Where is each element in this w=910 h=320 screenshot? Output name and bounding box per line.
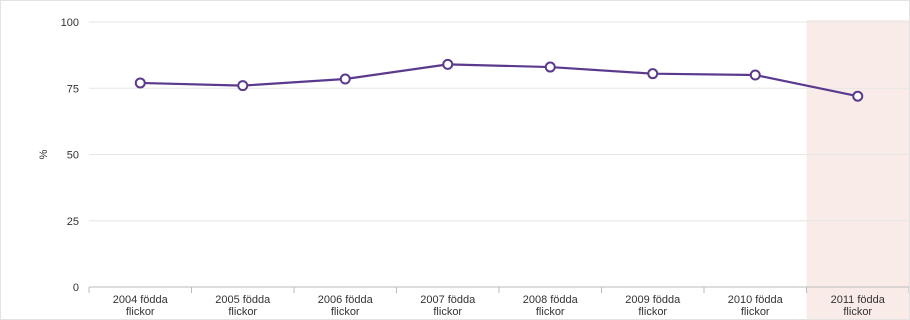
x-tick-label: 2008 födda flickor xyxy=(523,294,579,318)
x-tick-label: 2010 födda flickor xyxy=(728,294,784,318)
data-points xyxy=(134,58,864,102)
y-tick-label: 75 xyxy=(67,83,79,95)
highlight-band-layer xyxy=(806,20,909,319)
y-axis-title: % xyxy=(38,149,50,159)
data-point[interactable] xyxy=(339,73,351,85)
labels: 0 25 50 75 100 2004 födda flickor 2005 födda fli… xyxy=(38,17,886,318)
x-tick-label: 2011 födda flickor xyxy=(831,294,886,318)
x-tick-label: 2004 födda flickor xyxy=(113,294,169,318)
highlight-band xyxy=(806,20,909,319)
x-tick-label: 2006 födda flickor xyxy=(318,294,374,318)
x-tick-label: 2007 födda flickor xyxy=(420,294,476,318)
y-tick-label: 100 xyxy=(61,17,79,29)
series-line-layer xyxy=(140,63,858,98)
x-tick-label: 2005 födda flickor xyxy=(215,294,271,318)
y-tick-label: 0 xyxy=(73,282,79,294)
gridlines xyxy=(89,21,909,222)
data-point[interactable] xyxy=(544,61,556,73)
series-line xyxy=(140,63,858,98)
x-tick-label: 2009 födda flickor xyxy=(625,294,681,318)
data-point[interactable] xyxy=(647,68,659,80)
data-point[interactable] xyxy=(134,77,146,89)
y-tick-label: 25 xyxy=(67,216,79,228)
axes xyxy=(88,286,909,293)
data-point[interactable] xyxy=(442,58,454,70)
data-point[interactable] xyxy=(237,80,249,92)
data-point[interactable] xyxy=(749,69,761,81)
data-point[interactable] xyxy=(852,90,864,102)
y-tick-label: 50 xyxy=(67,150,79,162)
